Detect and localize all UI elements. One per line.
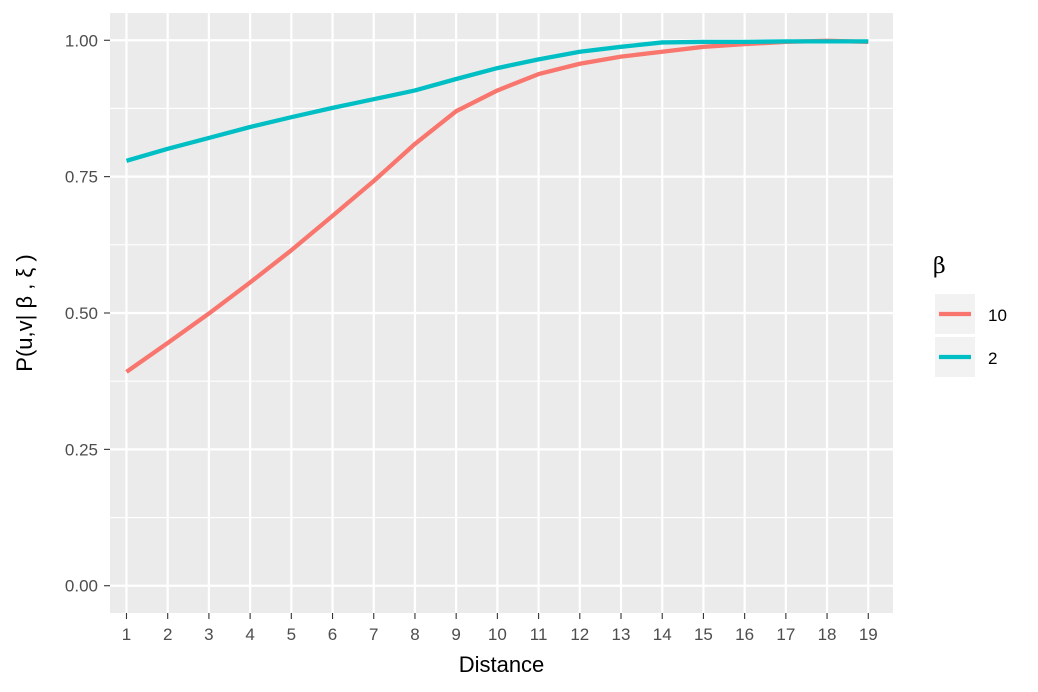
series-line-10 bbox=[125, 38, 869, 374]
series-line-2 bbox=[125, 39, 869, 163]
x-tick-label: 17 bbox=[776, 625, 795, 644]
legend-title: β bbox=[933, 254, 946, 279]
x-tick-label: 14 bbox=[653, 625, 672, 644]
x-tick-label: 16 bbox=[735, 625, 754, 644]
x-tick-label: 7 bbox=[369, 625, 378, 644]
y-tick-label: 0.00 bbox=[65, 577, 98, 596]
legend-label: 2 bbox=[988, 349, 997, 368]
legend-keys: 10 2 bbox=[935, 294, 1007, 377]
x-tick-label: 6 bbox=[328, 625, 337, 644]
x-tick-label: 13 bbox=[612, 625, 631, 644]
x-tick-label: 19 bbox=[859, 625, 878, 644]
x-tick-label: 18 bbox=[818, 625, 837, 644]
x-tick-label: 3 bbox=[204, 625, 213, 644]
y-tick-label: 0.50 bbox=[65, 304, 98, 323]
x-tick-label: 11 bbox=[530, 625, 548, 644]
axis-ticks bbox=[104, 39, 869, 619]
x-tick-label: 5 bbox=[287, 625, 296, 644]
x-tick-label: 15 bbox=[694, 625, 713, 644]
y-tick-labels: 0.00 0.25 0.50 0.75 1.00 bbox=[65, 31, 98, 595]
y-tick-label: 0.75 bbox=[65, 168, 98, 187]
minor-gridlines bbox=[110, 107, 893, 519]
major-gridlines bbox=[110, 13, 893, 613]
legend: β 10 2 bbox=[933, 254, 1007, 377]
legend-label: 10 bbox=[988, 306, 1007, 325]
x-tick-label: 4 bbox=[245, 625, 254, 644]
x-tick-label: 8 bbox=[410, 625, 419, 644]
x-tick-label: 1 bbox=[122, 625, 131, 644]
y-axis-title: P(u,v| β , ξ ) bbox=[12, 254, 37, 371]
x-tick-label: 2 bbox=[163, 625, 172, 644]
x-tick-label: 9 bbox=[451, 625, 460, 644]
x-tick-label: 12 bbox=[570, 625, 589, 644]
x-axis-title: Distance bbox=[459, 652, 545, 677]
y-tick-label: 0.25 bbox=[65, 440, 98, 459]
series-lines bbox=[125, 38, 869, 374]
y-tick-label: 1.00 bbox=[65, 31, 98, 50]
x-tick-labels: 1 2 3 4 5 6 7 8 9 10 11 12 13 14 15 16 17 18 19 bbox=[122, 625, 878, 644]
x-tick-label: 10 bbox=[488, 625, 507, 644]
